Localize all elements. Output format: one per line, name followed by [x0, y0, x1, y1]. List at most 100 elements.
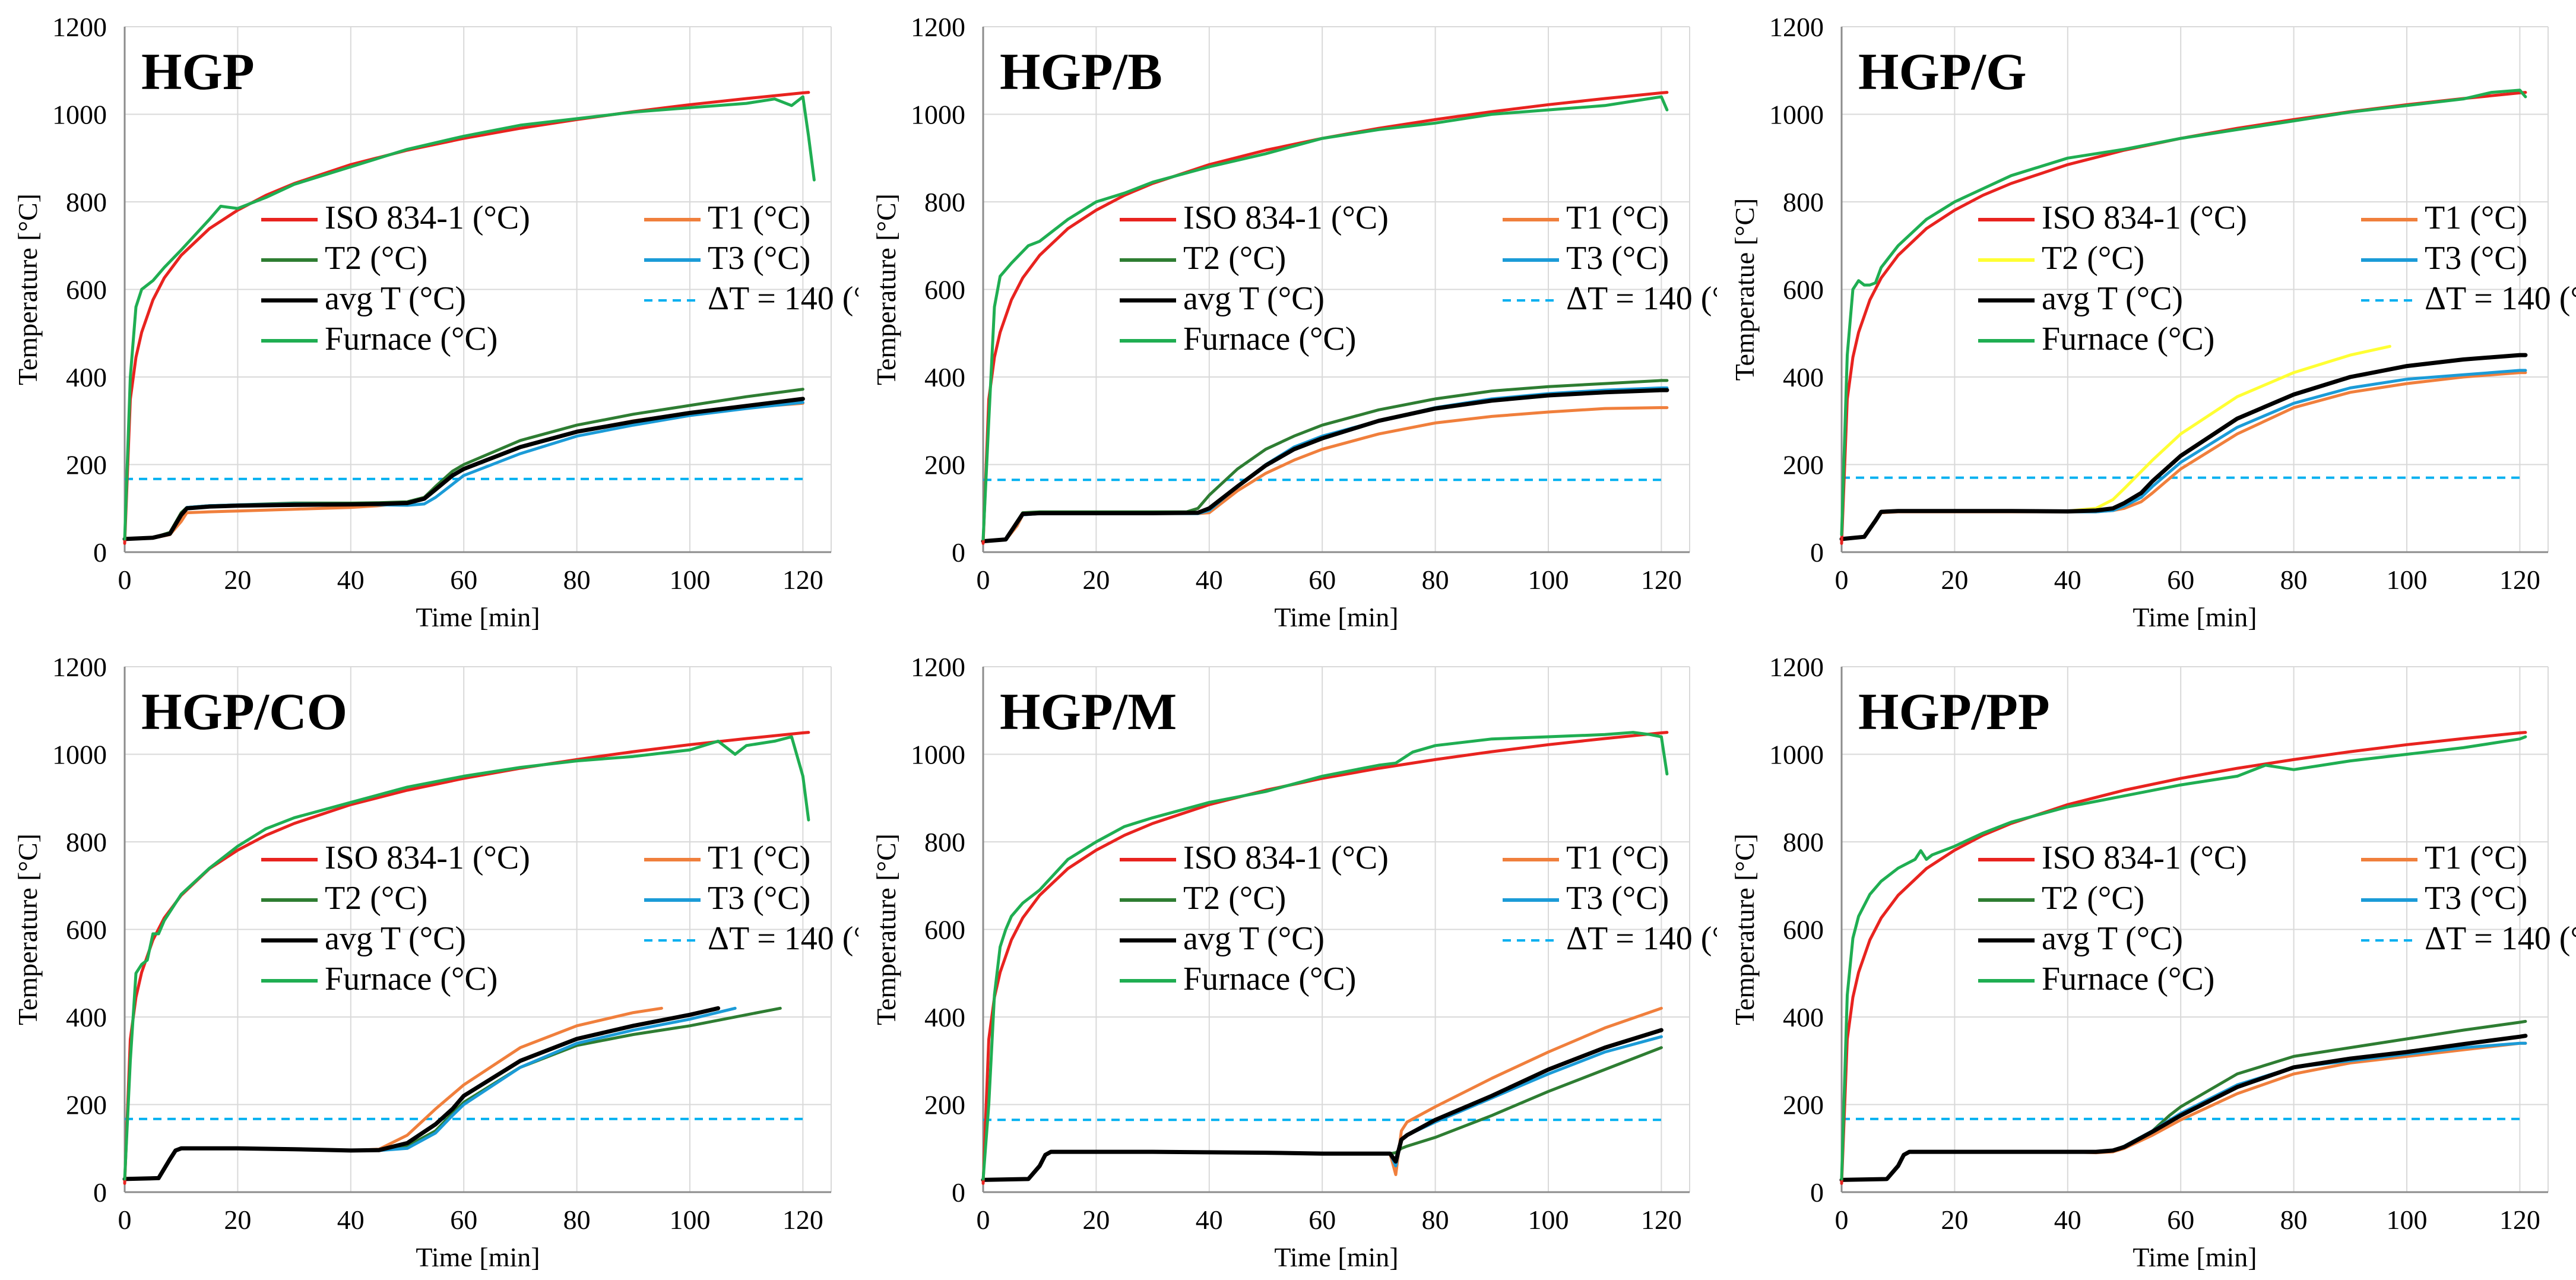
x-tick-label: 40 — [1196, 1205, 1223, 1235]
plot-area: 0 200 400 600 800 1000 1200 0 20 40 60 80 100 120 Time… — [1729, 12, 2549, 632]
y-tick-label: 400 — [924, 1002, 965, 1032]
y-axis-title: Temperature [°C] — [1729, 834, 1760, 1025]
y-tick-label: 600 — [1783, 915, 1824, 945]
legend-label-iso-834-1-c: ISO 834-1 (°C) — [325, 199, 530, 236]
x-tick-label: 60 — [1308, 1205, 1336, 1235]
legend-label-t2-c: T2 (°C) — [2042, 880, 2144, 917]
chart-panel-hgp-b: 0 200 400 600 800 1000 1200 0 20 40 60 80 100 120 Time… — [871, 12, 1717, 632]
series-line-iso-834-1-c — [981, 91, 1669, 545]
y-tick-label: 400 — [66, 1002, 107, 1032]
x-axis-title: Time [min] — [1274, 1242, 1398, 1272]
x-tick-label: 60 — [2167, 1205, 2194, 1235]
x-tick-label: 40 — [337, 565, 365, 595]
legend-label-t-140-c: ΔT = 140 (°C) — [708, 920, 858, 957]
x-tick-label: 100 — [670, 1205, 711, 1235]
chart-title: HGP/PP — [1858, 683, 2050, 741]
x-tick-label: 80 — [1422, 565, 1449, 595]
legend-label-furnace-c: Furnace (°C) — [325, 321, 498, 357]
x-tick-label: 20 — [1941, 565, 1968, 595]
x-tick-label: 80 — [563, 1205, 591, 1235]
x-tick-label: 40 — [2054, 1205, 2081, 1235]
legend: ISO 834-1 (°C) T1 (°C) T2 (°C) T3 (°C) avg T… — [261, 199, 858, 357]
chart-panel-hgp: 0 200 400 600 800 1000 1200 0 20 40 60 80 100 120 Time… — [12, 12, 858, 632]
x-tick-label: 60 — [450, 565, 477, 595]
x-tick-label: 120 — [2499, 1205, 2540, 1235]
legend-label-t3-c: T3 (°C) — [708, 240, 810, 277]
y-tick-label: 0 — [93, 537, 107, 568]
y-tick-label: 1000 — [52, 100, 107, 130]
legend-label-t2-c: T2 (°C) — [1183, 240, 1286, 277]
x-tick-label: 120 — [782, 1205, 823, 1235]
x-tick-label: 0 — [118, 1205, 132, 1235]
y-tick-label: 1200 — [52, 12, 107, 42]
y-tick-label: 1000 — [911, 740, 965, 770]
x-tick-label: 80 — [563, 565, 591, 595]
series-line-t3-c — [1840, 1041, 2527, 1181]
x-tick-label: 60 — [450, 1205, 477, 1235]
y-tick-label: 400 — [66, 362, 107, 392]
y-tick-label: 400 — [1783, 1002, 1824, 1032]
legend: ISO 834-1 (°C) T1 (°C) T2 (°C) T3 (°C) avg T… — [1978, 199, 2576, 357]
legend-label-t3-c: T3 (°C) — [1566, 880, 1669, 917]
legend-label-t1-c: T1 (°C) — [708, 839, 810, 876]
legend: ISO 834-1 (°C) T1 (°C) T2 (°C) T3 (°C) avg T… — [1978, 839, 2576, 997]
x-tick-label: 100 — [2387, 1205, 2428, 1235]
series-line-t1-c — [981, 406, 1669, 543]
y-tick-label: 1000 — [1769, 100, 1824, 130]
y-tick-label: 200 — [66, 1090, 107, 1120]
y-tick-label: 0 — [952, 1177, 965, 1208]
y-axis-title: Temperatue [°C] — [1729, 198, 1760, 381]
y-tick-label: 200 — [66, 450, 107, 480]
y-tick-label: 1200 — [911, 12, 965, 42]
x-tick-label: 60 — [2167, 565, 2194, 595]
legend-label-t-140-c: ΔT = 140 (°C) — [1566, 280, 1717, 317]
chart-title: HGP/CO — [141, 683, 347, 741]
series-line-furnace-c — [981, 731, 1669, 1181]
chart-title: HGP/B — [1000, 43, 1162, 101]
x-tick-label: 0 — [977, 1205, 990, 1235]
chart-title: HGP — [141, 43, 255, 101]
legend-label-avg-t-c: avg T (°C) — [2042, 920, 2183, 957]
series-line-iso-834-1-c — [123, 731, 810, 1185]
series-line-avg-t-c — [981, 388, 1669, 544]
series-line-avg-t-c — [122, 1006, 721, 1181]
series-line-t2-c — [1840, 1019, 2527, 1181]
x-tick-label: 120 — [1641, 565, 1682, 595]
legend-label-t3-c: T3 (°C) — [708, 880, 810, 917]
x-tick-label: 20 — [224, 1205, 251, 1235]
legend-label-avg-t-c: avg T (°C) — [2042, 280, 2183, 317]
legend: ISO 834-1 (°C) T1 (°C) T2 (°C) T3 (°C) avg T… — [1120, 839, 1717, 997]
y-tick-label: 200 — [1783, 450, 1824, 480]
x-tick-label: 80 — [2280, 565, 2308, 595]
chart-panel-hgp-m: 0 200 400 600 800 1000 1200 0 20 40 60 80 100 120 Time… — [871, 652, 1717, 1272]
chart-title: HGP/M — [1000, 683, 1177, 741]
series-line-furnace-c — [981, 95, 1669, 541]
legend-label-t1-c: T1 (°C) — [1566, 839, 1669, 876]
chart-panel-hgp-g: 0 200 400 600 800 1000 1200 0 20 40 60 80 100 120 Time… — [1729, 12, 2576, 632]
y-tick-label: 800 — [924, 827, 965, 857]
x-axis-title: Time [min] — [416, 1242, 540, 1272]
x-tick-label: 120 — [2499, 565, 2540, 595]
legend-label-t-140-c: ΔT = 140 (°C) — [2425, 920, 2576, 957]
legend-label-avg-t-c: avg T (°C) — [1183, 920, 1325, 957]
x-tick-label: 20 — [1941, 1205, 1968, 1235]
y-tick-label: 0 — [1810, 1177, 1824, 1208]
y-tick-label: 400 — [1783, 362, 1824, 392]
y-tick-label: 800 — [924, 187, 965, 217]
y-tick-label: 1200 — [1769, 652, 1824, 682]
legend-label-furnace-c: Furnace (°C) — [2042, 961, 2214, 997]
x-tick-label: 80 — [2280, 1205, 2308, 1235]
legend-label-t2-c: T2 (°C) — [1183, 880, 1286, 917]
y-tick-label: 800 — [1783, 187, 1824, 217]
legend-label-iso-834-1-c: ISO 834-1 (°C) — [1183, 199, 1389, 236]
x-tick-label: 0 — [1835, 1205, 1849, 1235]
legend-label-avg-t-c: avg T (°C) — [325, 280, 466, 317]
plot-area: 0 200 400 600 800 1000 1200 0 20 40 60 80 100 120 Time… — [12, 652, 832, 1272]
legend-label-furnace-c: Furnace (°C) — [2042, 321, 2214, 357]
series-line-t1-c — [123, 1006, 663, 1181]
plot-area: 0 200 400 600 800 1000 1200 0 20 40 60 80 100 120 Time… — [871, 12, 1690, 632]
legend-label-furnace-c: Furnace (°C) — [1183, 961, 1356, 997]
legend-label-avg-t-c: avg T (°C) — [1183, 280, 1325, 317]
x-tick-label: 100 — [1528, 1205, 1569, 1235]
legend-label-furnace-c: Furnace (°C) — [325, 961, 498, 997]
